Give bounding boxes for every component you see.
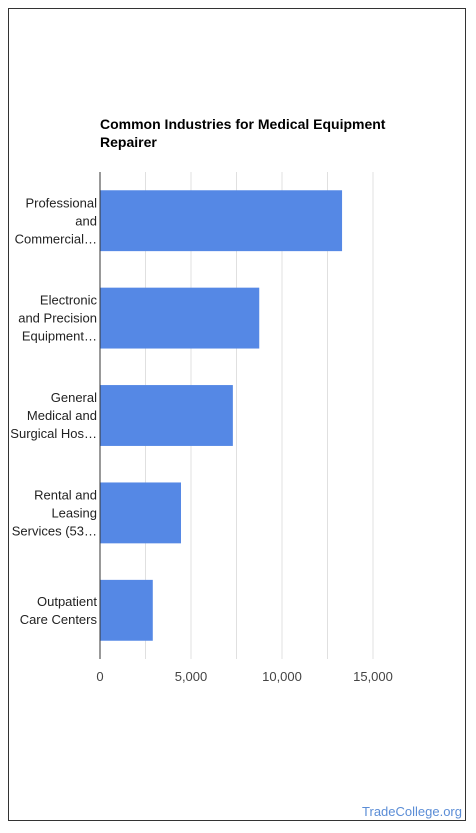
bar xyxy=(100,287,260,349)
category-label-line: Electronic xyxy=(40,293,98,308)
category-label: Outpatient Care Centers xyxy=(20,594,98,627)
category-label-line: Rental and xyxy=(34,487,97,502)
category-label-line: and xyxy=(75,213,97,228)
category-label: Professional and Commercial… xyxy=(15,195,97,246)
chart-title: Common Industries for Medical Equipment … xyxy=(100,116,386,150)
category-label-line: Professional xyxy=(25,195,97,210)
category-label: General Medical and Surgical Hos… xyxy=(10,390,97,441)
x-tick-label: 5,000 xyxy=(175,669,208,684)
bar xyxy=(100,190,343,252)
bar xyxy=(100,385,233,446)
category-label-line: Medical and xyxy=(27,408,97,423)
category-label-line: Outpatient xyxy=(37,594,97,609)
source-credit-link[interactable]: TradeCollege.org xyxy=(362,804,462,819)
category-label-line: Commercial… xyxy=(15,231,97,246)
category-label-line: Equipment… xyxy=(22,329,97,344)
category-label-line: Care Centers xyxy=(20,612,98,627)
x-tick-label: 15,000 xyxy=(353,669,393,684)
x-tick-label: 0 xyxy=(96,669,103,684)
category-label-line: Surgical Hos… xyxy=(10,426,97,441)
bar xyxy=(100,482,181,544)
bar xyxy=(100,579,153,641)
category-label: Electronic and Precision Equipment… xyxy=(18,293,97,344)
category-label-line: Services (53… xyxy=(12,523,97,538)
category-label-line: Leasing xyxy=(51,505,97,520)
category-label: Rental and Leasing Services (53… xyxy=(12,487,97,538)
category-label-line: and Precision xyxy=(18,311,97,326)
x-tick-label: 10,000 xyxy=(262,669,302,684)
category-label-line: General xyxy=(51,390,97,405)
